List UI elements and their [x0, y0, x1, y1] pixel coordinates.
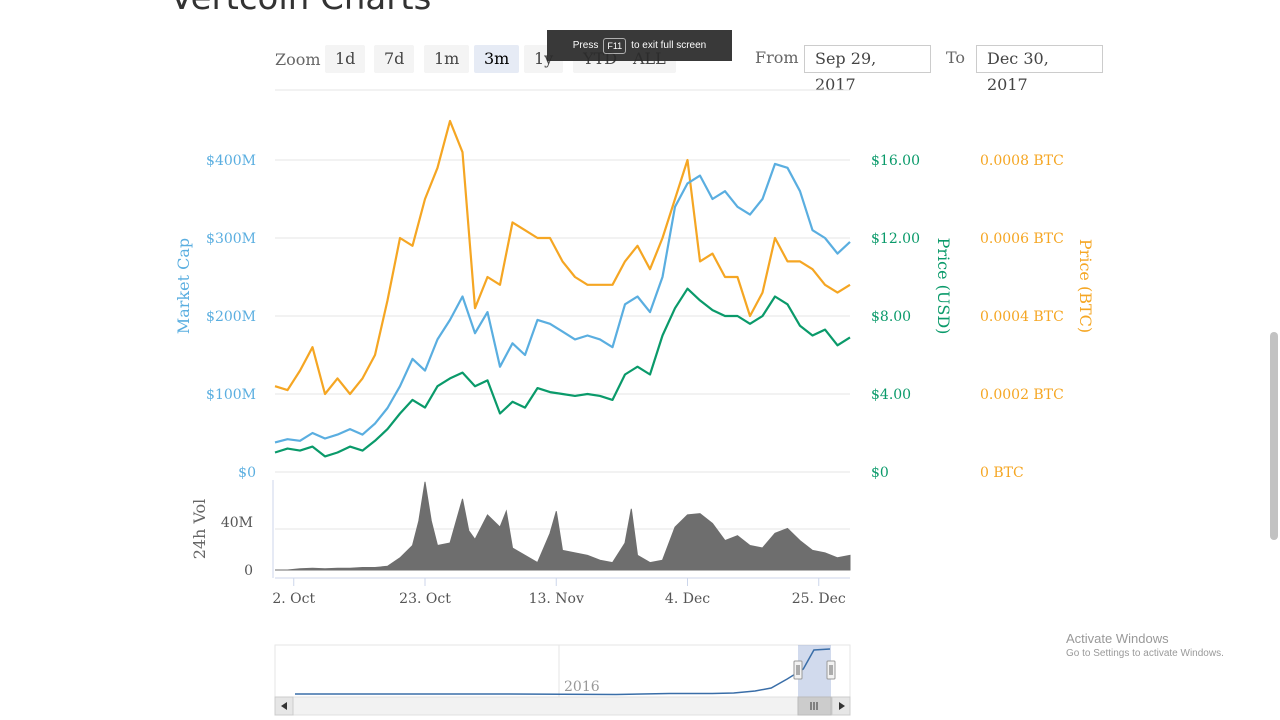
x-tick-label: 4. Dec	[665, 591, 710, 607]
zoom-label: Zoom	[275, 50, 321, 69]
toast-press-text: Press	[572, 40, 599, 51]
navigator-frame	[274, 644, 851, 698]
market-cap-tick: $300M	[206, 231, 256, 247]
page-title: Vertcoin Charts	[170, 0, 431, 18]
market-cap-tick: $200M	[206, 309, 256, 325]
activation-watermark: Activate Windows Go to Settings to activ…	[1066, 631, 1224, 659]
from-date-input[interactable]: Sep 29, 2017	[804, 45, 931, 94]
vol-axis-title: 24h Vol	[190, 499, 209, 560]
usd-axis-title: Price (USD)	[934, 238, 953, 335]
usd-tick: $12.00	[871, 231, 920, 247]
navigator-layer: 2016	[274, 644, 851, 716]
zoom-button-7d[interactable]: 7d	[374, 45, 415, 73]
usd-price-line	[274, 287, 851, 458]
navigator-line	[295, 648, 831, 696]
vol-tick: 0	[244, 563, 253, 579]
axis-layer: $0 $100M $200M $300M $400M $0 $4.00 $8.00 $12.00…	[174, 153, 1095, 607]
btc-tick: 0.0006 BTC	[980, 231, 1064, 247]
market-cap-tick: $100M	[206, 387, 256, 403]
navigator-year-label: 2016	[564, 679, 600, 695]
vol-tick: 40M	[221, 515, 253, 531]
watermark-line-2: Go to Settings to activate Windows.	[1066, 648, 1224, 659]
zoom-button-1m[interactable]: 1m	[424, 45, 470, 73]
navigator-scrollbar-track	[274, 696, 851, 716]
volume-layer	[275, 481, 851, 571]
x-tick-label: 23. Oct	[399, 591, 451, 607]
toast-rest-text: to exit full screen	[631, 40, 707, 51]
to-date-input[interactable]: Dec 30, 2017	[976, 45, 1103, 94]
navigator-selection	[798, 645, 831, 697]
page-scrollbar[interactable]	[1270, 332, 1278, 540]
x-tick-label: 2. Oct	[272, 591, 315, 607]
btc-price-line	[274, 119, 851, 396]
x-tick-label: 13. Nov	[529, 591, 584, 607]
to-label: To	[946, 48, 966, 67]
usd-tick: $4.00	[871, 387, 911, 403]
usd-tick: $8.00	[871, 309, 911, 325]
series-layer	[274, 119, 851, 458]
toast-key: F11	[603, 37, 627, 54]
volume-area	[275, 481, 851, 571]
btc-tick: 0.0002 BTC	[980, 387, 1064, 403]
chart-grid	[272, 89, 850, 579]
market-cap-line	[274, 162, 851, 444]
arrow-left-icon	[281, 702, 287, 710]
from-label: From	[755, 48, 799, 67]
market-cap-tick: $400M	[206, 153, 256, 169]
x-tick-label: 25. Dec	[792, 591, 846, 607]
market-cap-axis-title: Market Cap	[174, 238, 193, 334]
usd-tick: $0	[871, 465, 889, 481]
navigator-handle-right[interactable]	[826, 660, 836, 680]
arrow-right-icon	[839, 702, 845, 710]
watermark-line-1: Activate Windows	[1066, 631, 1169, 646]
btc-tick: 0.0008 BTC	[980, 153, 1064, 169]
btc-tick: 0.0004 BTC	[980, 309, 1064, 325]
btc-axis-title: Price (BTC)	[1076, 239, 1095, 333]
zoom-button-1d[interactable]: 1d	[325, 45, 366, 73]
usd-tick: $16.00	[871, 153, 920, 169]
btc-tick: 0 BTC	[980, 465, 1024, 481]
market-cap-tick: $0	[238, 465, 256, 481]
navigator-handle-left[interactable]	[793, 660, 803, 680]
fullscreen-toast: Press F11 to exit full screen	[547, 30, 732, 61]
zoom-button-3m[interactable]: 3m	[474, 45, 520, 73]
